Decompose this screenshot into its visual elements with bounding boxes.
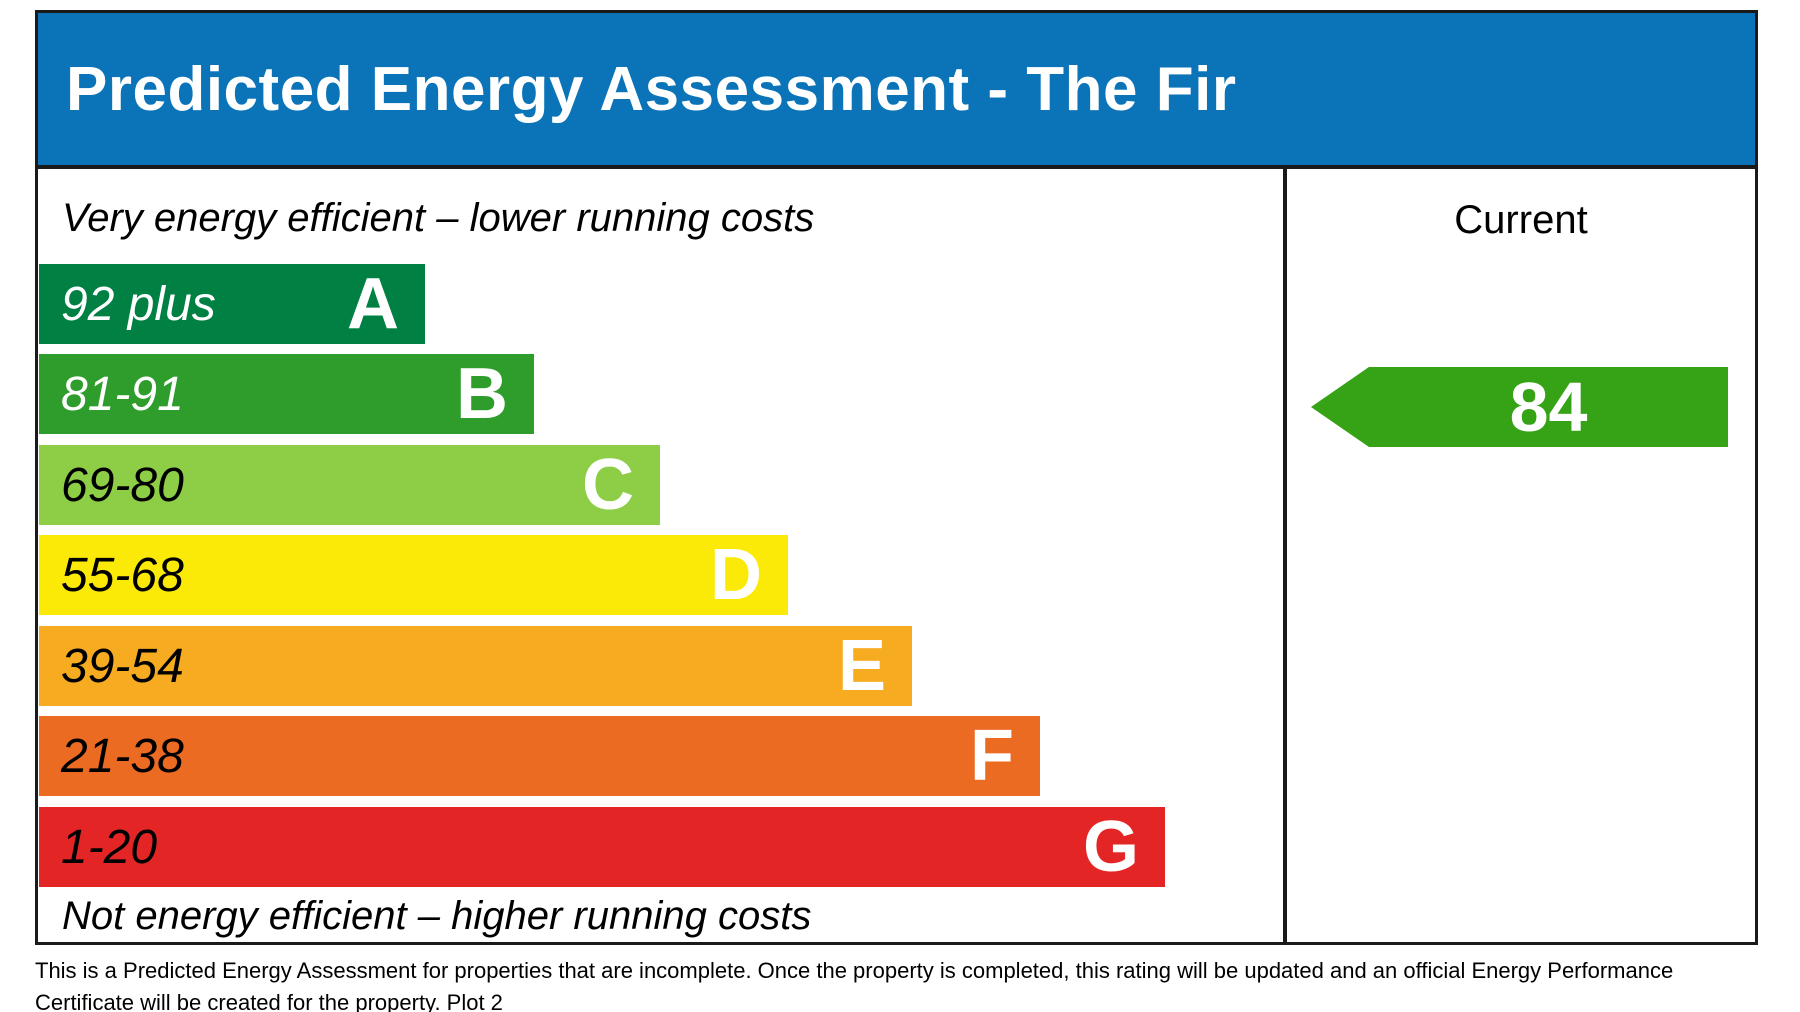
band-e-range-label: 39-54 <box>61 639 184 693</box>
band-g: 1-20 G <box>39 807 1165 887</box>
band-f-letter: F <box>970 716 1014 796</box>
certificate-header: Predicted Energy Assessment - The Fir <box>38 13 1755 169</box>
band-d-letter: D <box>710 535 762 615</box>
current-rating-arrow: 84 <box>1311 367 1728 447</box>
footer-disclaimer-line-1: This is a Predicted Energy Assessment fo… <box>35 958 1674 983</box>
current-column-header: Current <box>1454 198 1588 242</box>
column-divider-line <box>1283 169 1287 942</box>
band-a: 92 plus A <box>39 264 425 344</box>
band-a-letter: A <box>347 264 399 344</box>
bottom-efficiency-caption: Not energy efficient – higher running co… <box>62 894 812 938</box>
band-g-letter: G <box>1082 807 1139 887</box>
band-d: 55-68 D <box>39 535 788 615</box>
band-b: 81-91 B <box>39 354 534 434</box>
band-c: 69-80 C <box>39 445 660 525</box>
band-f: 21-38 F <box>39 716 1040 796</box>
band-c-letter: C <box>582 445 634 525</box>
band-f-range-label: 21-38 <box>61 729 184 783</box>
footer-disclaimer-line-2: Certificate will be created for the prop… <box>35 990 503 1012</box>
top-efficiency-caption: Very energy efficient – lower running co… <box>62 196 815 240</box>
band-a-range-label: 92 plus <box>61 277 216 331</box>
current-rating-value: 84 <box>1509 368 1588 446</box>
band-e: 39-54 E <box>39 626 912 706</box>
band-b-letter: B <box>456 354 508 434</box>
band-e-letter: E <box>837 626 886 706</box>
band-c-range-label: 69-80 <box>61 458 184 512</box>
band-g-range-label: 1-20 <box>61 820 158 874</box>
page-title: Predicted Energy Assessment - The Fir <box>66 54 1237 124</box>
band-d-range-label: 55-68 <box>61 548 184 602</box>
band-b-range-label: 81-91 <box>61 367 184 421</box>
